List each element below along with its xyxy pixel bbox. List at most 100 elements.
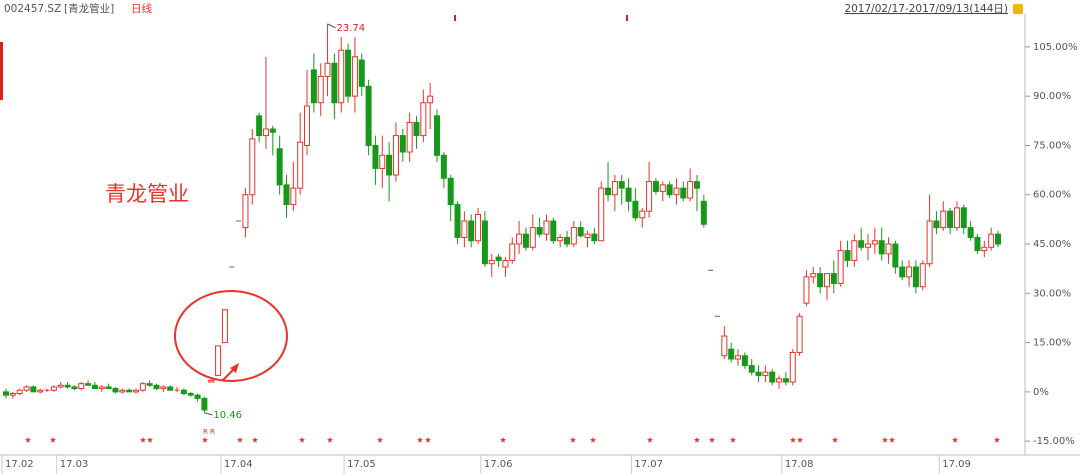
candle-body xyxy=(755,371,762,376)
candle-body xyxy=(126,389,133,393)
candle-body xyxy=(16,389,23,395)
event-star xyxy=(299,437,305,443)
x-tick-label: 17.08 xyxy=(785,459,814,470)
candle-body xyxy=(762,371,769,376)
candle-body xyxy=(885,243,892,255)
candle-body xyxy=(673,187,680,196)
candle-body xyxy=(399,135,406,153)
candle-body xyxy=(700,200,707,225)
candle-body xyxy=(98,386,105,390)
period[interactable]: 日线 xyxy=(131,2,152,15)
candle-body xyxy=(817,273,824,288)
event-star xyxy=(882,437,888,443)
y-tick-label: 90.00% xyxy=(1033,91,1071,102)
candle-body xyxy=(461,220,468,238)
event-star xyxy=(694,437,700,443)
candle-body xyxy=(899,266,906,278)
candle-body xyxy=(995,233,1001,245)
candle-body xyxy=(105,386,112,390)
event-star xyxy=(425,437,431,443)
candle-body xyxy=(933,220,940,229)
candle-body xyxy=(912,266,919,288)
event-star xyxy=(730,437,736,443)
candle-body xyxy=(481,220,488,265)
x-tick-label: 17.07 xyxy=(634,459,663,470)
x-tick-label: 17.06 xyxy=(484,459,513,470)
candle-body xyxy=(23,386,30,391)
candle-body xyxy=(639,210,646,219)
candle-body xyxy=(180,389,187,395)
candle-body xyxy=(584,233,591,238)
candle-body xyxy=(221,309,228,344)
candle-body xyxy=(3,391,9,396)
stock-code: 002457.SZ xyxy=(4,3,61,15)
candle-body xyxy=(591,233,598,242)
candle-body xyxy=(605,187,612,196)
candle-body xyxy=(776,378,783,383)
candle-body xyxy=(974,236,981,252)
candle-body xyxy=(680,187,687,199)
range-icon[interactable] xyxy=(1013,4,1023,14)
candle-body xyxy=(30,386,37,393)
candle-body xyxy=(249,138,256,196)
candle-body xyxy=(509,243,516,261)
candle-body xyxy=(85,383,92,386)
min-pointer xyxy=(204,412,213,416)
candle-body xyxy=(338,49,345,104)
candle-body xyxy=(290,187,297,206)
candle-body xyxy=(557,236,564,242)
candle-body xyxy=(967,227,974,238)
x-tick-label: 17.03 xyxy=(60,459,89,470)
candle-body xyxy=(947,210,954,229)
event-star xyxy=(417,437,423,443)
candle-body xyxy=(858,240,865,248)
candle-body xyxy=(365,85,372,146)
candle-body xyxy=(215,345,222,376)
date-range[interactable]: 2017/02/17-2017/09/13(144日) xyxy=(844,3,1008,15)
event-star xyxy=(994,437,1000,443)
y-tick-label: -15.00% xyxy=(1033,436,1075,447)
candle-body xyxy=(112,388,119,393)
candle-body xyxy=(871,240,878,245)
candle-body xyxy=(810,273,817,278)
candle-body xyxy=(878,240,885,255)
candle-body xyxy=(543,220,550,235)
candle-body xyxy=(440,154,447,179)
event-star xyxy=(25,437,31,443)
candle-body xyxy=(516,233,523,245)
side-marker xyxy=(0,42,3,100)
candle-body xyxy=(953,207,960,229)
candle-body xyxy=(146,383,153,386)
event-markers xyxy=(25,437,1000,443)
candle-body xyxy=(782,378,789,383)
candle-body xyxy=(659,184,666,192)
event-star xyxy=(237,437,243,443)
candle-body xyxy=(502,259,509,268)
candle-body xyxy=(598,187,605,242)
x-tick-label: 17.02 xyxy=(5,459,34,470)
candle-body xyxy=(652,181,659,192)
candle-body xyxy=(345,49,352,97)
event-star xyxy=(202,437,208,443)
candle-body xyxy=(420,102,427,137)
candle-body xyxy=(837,250,844,284)
candle-body xyxy=(50,386,57,391)
y-tick-label: 75.00% xyxy=(1033,140,1071,151)
candle-body xyxy=(666,184,673,196)
candle-body xyxy=(981,246,988,252)
candle-body xyxy=(906,266,913,278)
candle-body xyxy=(167,386,174,391)
candle-body xyxy=(434,115,441,156)
candle-body xyxy=(536,227,543,235)
candle-body xyxy=(769,371,776,383)
candle-body xyxy=(413,121,420,137)
event-star xyxy=(797,437,803,443)
highlight-circle xyxy=(174,290,288,382)
candle-body xyxy=(892,243,899,268)
candle-body xyxy=(735,355,742,360)
candle-body xyxy=(468,220,475,242)
event-star xyxy=(327,437,333,443)
candle-body xyxy=(646,181,653,212)
candle-body xyxy=(529,227,536,248)
candle-body xyxy=(830,273,837,284)
